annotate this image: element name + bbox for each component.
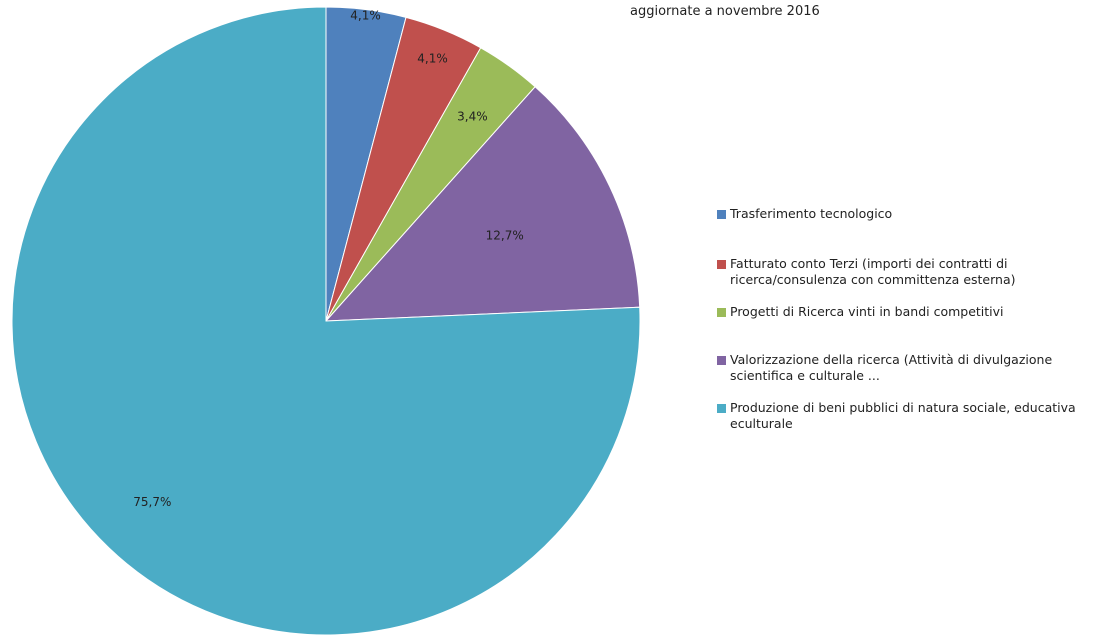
legend-swatch: [717, 210, 726, 219]
pie-slice: [324, 86, 641, 322]
legend-item-valorizzazione: Valorizzazione della ricerca (Attività d…: [717, 352, 1052, 384]
chart-subtitle: aggiornate a novembre 2016: [630, 4, 820, 19]
legend-label: Trasferimento tecnologico: [730, 206, 893, 221]
legend-item-fatturato: Fatturato conto Terzi (importi dei contr…: [717, 256, 1016, 288]
legend-item-produzione: Produzione di beni pubblici di natura so…: [717, 400, 1076, 432]
legend-swatch: [717, 308, 726, 317]
legend-label: Produzione di beni pubblici di natura so…: [730, 400, 1076, 431]
pie-data-label: 75,7%: [133, 495, 171, 509]
pie-data-label: 3,4%: [457, 109, 488, 123]
pie-data-labels: 4,1% 4,1% 3,4% 12,7% 75,7%: [133, 8, 524, 509]
pie-data-label: 4,1%: [350, 8, 381, 22]
pie-slice: [11, 6, 641, 636]
pie-data-label: 4,1%: [417, 52, 448, 66]
legend-item-progetti: Progetti di Ricerca vinti in bandi compe…: [717, 304, 1004, 320]
legend-label: Fatturato conto Terzi (importi dei contr…: [730, 256, 1016, 287]
legend-swatch: [717, 404, 726, 413]
legend-swatch: [717, 260, 726, 269]
legend-item-trasferimento: Trasferimento tecnologico: [717, 206, 892, 222]
pie-data-label: 12,7%: [486, 229, 524, 243]
legend-label: Valorizzazione della ricerca (Attività d…: [730, 352, 1053, 383]
legend-label: Progetti di Ricerca vinti in bandi compe…: [730, 304, 1004, 319]
legend-swatch: [717, 356, 726, 365]
pie-slices: [11, 6, 641, 636]
